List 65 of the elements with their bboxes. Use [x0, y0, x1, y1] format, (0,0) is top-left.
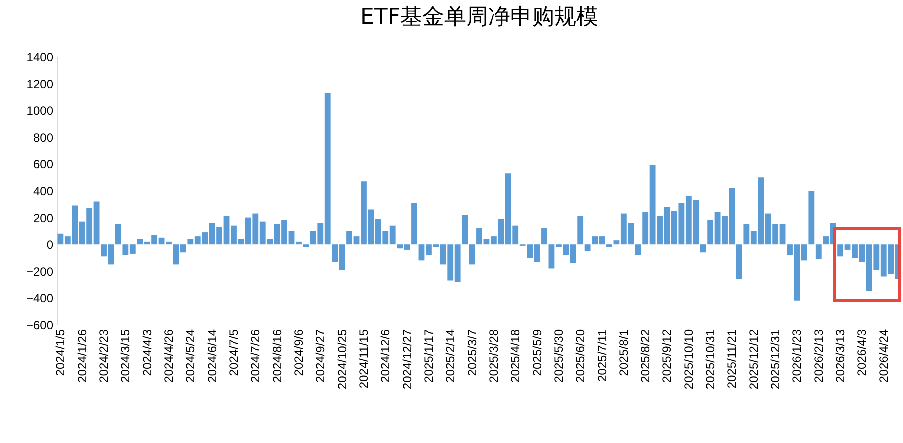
bar	[542, 228, 548, 245]
x-tick-label: 2025/10/10	[682, 329, 696, 390]
x-tick-label: 2024/10/25	[335, 329, 350, 390]
bar	[808, 191, 815, 245]
x-tick-label: 2025/7/11	[595, 329, 610, 382]
x-tick-label: 2024/5/24	[184, 329, 198, 383]
x-tick-label: 2024/6/14	[205, 329, 220, 383]
bar	[736, 244, 742, 280]
x-tick-label: 2025/2/14	[444, 329, 458, 383]
y-tick-label: −600	[26, 318, 54, 332]
x-tick-label: 2025/12/31	[768, 329, 783, 390]
x-tick-label: 2024/12/27	[400, 329, 414, 390]
y-tick-label: 400	[33, 184, 54, 198]
y-tick-label: −400	[26, 292, 54, 306]
bar	[584, 244, 591, 252]
bar	[469, 244, 476, 265]
bar	[635, 244, 642, 256]
x-tick-label: 2024/9/27	[314, 329, 328, 383]
x-tick-label: 2026/2/13	[812, 329, 826, 383]
x-tick-label: 2025/5/30	[552, 329, 566, 383]
x-tick-label: 2025/3/28	[486, 329, 501, 383]
x-tick-label: 2024/1/26	[75, 329, 90, 383]
x-tick-label: 2026/4/3	[855, 329, 870, 376]
bar	[578, 216, 584, 245]
x-tick-label: 2024/1/5	[54, 329, 68, 376]
y-tick-label: −200	[26, 264, 54, 279]
x-tick-label: 2025/8/22	[638, 329, 653, 383]
x-tick-label: 2024/7/5	[226, 329, 241, 376]
y-tick-label: 600	[33, 158, 54, 172]
x-tick-label: 2026/4/24	[876, 329, 891, 383]
bar	[115, 224, 122, 245]
bar	[606, 244, 612, 248]
x-tick-label: 2024/4/26	[162, 329, 176, 383]
bar	[462, 215, 468, 245]
x-tick-label: 2025/3/7	[465, 329, 480, 376]
y-tick-label: 1200	[26, 77, 54, 92]
x-tick-label: 2026/1/23	[790, 329, 804, 383]
x-tick-label: 2025/4/18	[508, 329, 523, 383]
bar	[816, 244, 822, 260]
x-tick-label: 2024/11/15	[356, 329, 371, 389]
x-tick-label: 2025/1/17	[422, 329, 436, 383]
x-tick-label: 2024/9/6	[292, 329, 306, 376]
x-tick-label: 2024/7/26	[248, 329, 263, 383]
x-tick-label: 2025/6/20	[574, 329, 588, 383]
y-tick-label: 1400	[26, 50, 54, 64]
x-tick-label: 2024/3/15	[118, 329, 133, 383]
x-tick-label: 2024/4/3	[140, 329, 154, 376]
x-tick-label: 2025/9/12	[660, 329, 674, 383]
x-tick-label: 2024/2/23	[97, 329, 112, 383]
x-tick-label: 2025/12/12	[746, 329, 761, 390]
chart-title: ETF基金单周净申购规模	[360, 5, 598, 30]
x-tick-label: 2024/8/16	[270, 329, 284, 383]
x-tick-label: 2025/5/9	[530, 329, 544, 376]
y-tick-label: 1000	[26, 104, 54, 118]
y-tick-label: 0	[46, 238, 54, 252]
bar	[700, 244, 706, 253]
y-tick-label: 800	[33, 130, 54, 145]
x-tick-label: 2024/12/6	[378, 329, 393, 383]
x-tick-label: 2026/3/13	[834, 329, 848, 383]
x-tick-label: 2025/11/21	[725, 329, 740, 389]
y-tick-label: 200	[33, 211, 54, 226]
bar	[412, 203, 418, 245]
x-tick-label: 2025/10/31	[704, 329, 718, 390]
bar	[303, 244, 310, 248]
x-tick-label: 2025/8/1	[616, 329, 631, 376]
